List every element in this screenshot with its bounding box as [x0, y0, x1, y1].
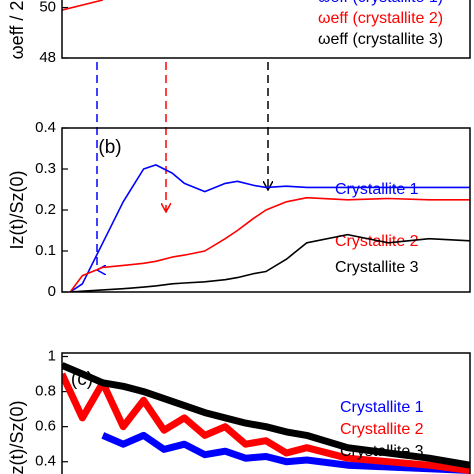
series-line	[69, 164, 470, 292]
y-tick-label: 0.8	[35, 383, 56, 400]
y-tick-label: 0.6	[35, 418, 56, 435]
series-line	[62, 0, 103, 11]
legend-label: Crystallite 2	[335, 233, 419, 250]
series-line	[69, 196, 470, 292]
legend-label: ωeff (crystallite 2)	[318, 10, 443, 27]
series-line	[101, 431, 470, 474]
legend-label: ωeff (crystallite 1)	[318, 0, 443, 6]
y-tick-label: 0.3	[35, 160, 56, 177]
y-tick-label: 0.1	[35, 242, 56, 259]
y-tick-label: 0.4	[35, 119, 56, 136]
plot-frame	[61, 352, 471, 474]
panel-label: (b)	[98, 137, 121, 158]
y-axis-label: Iz(t)/Sz(0)	[7, 171, 27, 250]
panel-label: (c)	[71, 369, 93, 390]
y-tick-label: 0.4	[35, 453, 56, 470]
y-tick-label: 0.2	[35, 201, 56, 218]
y-tick-label: 0	[48, 283, 56, 300]
legend-label: Crystallite 3	[340, 443, 424, 460]
y-axis-label: ωeff / 2	[7, 1, 27, 60]
plot-frame	[61, 0, 471, 59]
series-line	[62, 372, 470, 474]
legend-label: Crystallite 3	[335, 259, 419, 276]
legend-label: Crystallite 1	[340, 399, 424, 416]
legend-label: Crystallite 2	[340, 421, 424, 438]
plot-frame	[61, 127, 471, 293]
y-tick-label: 1	[48, 347, 56, 364]
legend-label: Crystallite 1	[335, 181, 419, 198]
y-tick-label: 50	[39, 0, 56, 16]
legend-label: ωeff (crystallite 3)	[318, 31, 443, 48]
series-line	[70, 233, 470, 292]
series-line	[62, 362, 470, 469]
y-axis-label: Iz(t)/Sz(0)	[7, 401, 27, 474]
y-tick-label: 48	[39, 49, 56, 66]
